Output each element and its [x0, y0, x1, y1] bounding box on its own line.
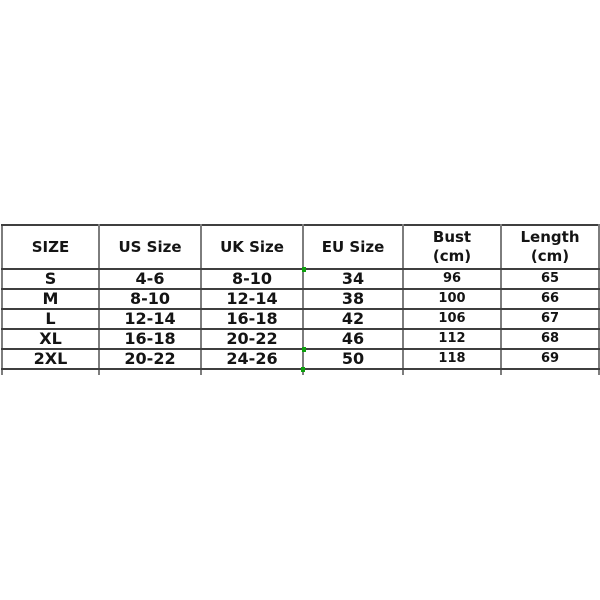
cell-size: XL: [1, 328, 100, 350]
column-header-uk: UK Size: [200, 224, 304, 270]
cell-us: 8-10: [98, 288, 202, 310]
gridline-stub: [1, 368, 100, 375]
column-header-size: SIZE: [1, 224, 100, 270]
cell-flag-icon: [302, 267, 306, 272]
table-row-l: L 12-14 16-18 42 106 67: [1, 308, 600, 330]
cell-size: L: [1, 308, 100, 330]
cell-flag-icon: [302, 347, 306, 352]
cell-length: 68: [500, 328, 600, 350]
cell-bust: 106: [402, 308, 502, 330]
size-chart-table: SIZE US Size UK Size EU Size Bust (cm) L…: [1, 224, 600, 375]
cell-bust: 96: [402, 268, 502, 290]
cell-eu: 34: [302, 268, 404, 290]
cell-eu: 38: [302, 288, 404, 310]
cell-us: 20-22: [98, 348, 202, 370]
cell-us: 4-6: [98, 268, 202, 290]
table-row-m: M 8-10 12-14 38 100 66: [1, 288, 600, 310]
cell-length: 65: [500, 268, 600, 290]
gridline-stub: [500, 368, 600, 375]
cell-uk: 16-18: [200, 308, 304, 330]
cell-eu: 42: [302, 308, 404, 330]
gridline-stub: [402, 368, 502, 375]
cell-uk: 8-10: [200, 268, 304, 290]
cell-uk: 12-14: [200, 288, 304, 310]
table-row-2xl: 2XL 20-22 24-26 50 118 69: [1, 348, 600, 370]
cell-uk: 20-22: [200, 328, 304, 350]
table-row-xl: XL 16-18 20-22 46 112 68: [1, 328, 600, 350]
cell-us: 12-14: [98, 308, 202, 330]
cell-size: M: [1, 288, 100, 310]
cell-uk: 24-26: [200, 348, 304, 370]
gridline-stub: [200, 368, 304, 375]
cell-eu: 50: [302, 348, 404, 370]
column-header-us: US Size: [98, 224, 202, 270]
header-row: SIZE US Size UK Size EU Size Bust (cm) L…: [1, 224, 600, 270]
cell-flag-icon: [301, 367, 305, 372]
cell-size: 2XL: [1, 348, 100, 370]
gridline-stub-row: [1, 368, 600, 375]
table-row-s: S 4-6 8-10 34 96 65: [1, 268, 600, 290]
cell-length: 66: [500, 288, 600, 310]
gridline-stub: [302, 368, 404, 375]
column-header-length: Length (cm): [500, 224, 600, 270]
gridline-stub: [98, 368, 202, 375]
cell-bust: 100: [402, 288, 502, 310]
cell-eu: 46: [302, 328, 404, 350]
cell-length: 67: [500, 308, 600, 330]
cell-us: 16-18: [98, 328, 202, 350]
column-header-eu: EU Size: [302, 224, 404, 270]
cell-bust: 112: [402, 328, 502, 350]
column-header-bust: Bust (cm): [402, 224, 502, 270]
cell-bust: 118: [402, 348, 502, 370]
cell-length: 69: [500, 348, 600, 370]
cell-size: S: [1, 268, 100, 290]
